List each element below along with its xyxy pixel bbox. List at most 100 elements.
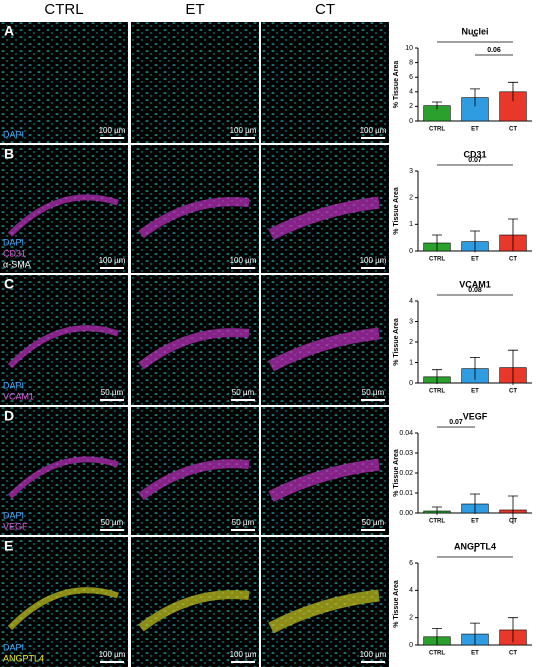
- x-tick-label: CT: [509, 651, 517, 657]
- scale-bar-label: 50 µm: [232, 518, 255, 527]
- chart-title: ANGPTL4: [454, 541, 496, 551]
- stain-label: DAPI: [3, 237, 24, 247]
- stain-label: CD31: [3, 248, 26, 258]
- scale-bar-label: 50 µm: [101, 388, 124, 397]
- error-bar: [508, 218, 518, 251]
- scale-bar-label: 100 µm: [230, 650, 257, 659]
- error-bar: [470, 230, 480, 253]
- tissue-stain: [268, 589, 380, 634]
- y-tick-label: 4: [409, 298, 413, 305]
- error-bar: [432, 234, 442, 251]
- y-axis-label: % Tissue Area: [393, 187, 400, 235]
- error-bar: [470, 88, 480, 107]
- y-tick-label: 4: [409, 89, 413, 96]
- tissue-stain: [138, 590, 250, 632]
- micrograph: [131, 22, 259, 143]
- chart-title: VCAM1: [459, 279, 491, 289]
- panel-letter: B: [4, 146, 14, 162]
- stain-label: DAPI: [3, 642, 24, 652]
- y-tick-label: 0.03: [399, 450, 413, 457]
- error-bar: [508, 349, 518, 386]
- stain-label: VEGF: [3, 521, 28, 531]
- error-bar: [470, 493, 480, 514]
- scale-bar-label: 100 µm: [99, 256, 126, 265]
- tissue-stain: [138, 328, 250, 370]
- micrograph: [0, 275, 128, 405]
- stain-label: ANGPTL4: [3, 653, 44, 663]
- x-tick-label: CT: [509, 389, 517, 395]
- stain-label: DAPI: [3, 510, 24, 520]
- bar: [499, 91, 527, 122]
- error-bar: [432, 506, 442, 515]
- tissue-stain: [138, 197, 250, 239]
- y-tick-label: 0: [409, 248, 413, 255]
- tissue-stain: [7, 587, 119, 631]
- x-tick-label: ET: [471, 651, 479, 657]
- stain-label: DAPI: [3, 380, 24, 390]
- micrograph: [0, 22, 128, 143]
- y-tick-label: 10: [405, 45, 413, 52]
- tissue-stain: [7, 456, 119, 499]
- y-tick-label: 2: [409, 339, 413, 346]
- panel-letter: A: [4, 23, 14, 39]
- x-tick-label: ET: [471, 389, 479, 395]
- y-tick-label: 0: [409, 380, 413, 387]
- y-tick-label: 8: [409, 59, 413, 66]
- y-tick-label: 4: [409, 587, 413, 594]
- y-tick-label: 2: [409, 615, 413, 622]
- y-tick-label: 0.01: [399, 490, 413, 497]
- stain-label: VCAM1: [3, 391, 34, 401]
- y-tick-label: 0.04: [399, 430, 413, 437]
- chart-title: CD31: [463, 149, 486, 159]
- x-tick-label: CT: [509, 519, 517, 525]
- panel-letter: D: [4, 408, 14, 424]
- x-tick-label: CTRL: [429, 257, 445, 263]
- scale-bar-label: 100 µm: [360, 650, 387, 659]
- tissue-stain: [268, 196, 380, 240]
- micrograph: [0, 407, 128, 535]
- significance-label: 0.08: [468, 287, 482, 294]
- scale-bar-label: 100 µm: [99, 126, 126, 135]
- y-tick-label: 3: [409, 168, 413, 175]
- y-tick-label: 2: [409, 195, 413, 202]
- column-header: CT: [315, 1, 335, 18]
- error-bar: [470, 356, 480, 380]
- y-tick-label: 1: [409, 221, 413, 228]
- scale-bar-label: 50 µm: [232, 388, 255, 397]
- x-tick-label: CTRL: [429, 519, 445, 525]
- y-tick-label: 6: [409, 560, 413, 567]
- y-tick-label: 0.02: [399, 470, 413, 477]
- error-bar: [508, 617, 518, 643]
- scale-bar-label: 100 µm: [99, 650, 126, 659]
- x-tick-label: CT: [509, 257, 517, 263]
- significance-label: 0.07: [468, 157, 482, 164]
- micrograph: [261, 22, 389, 143]
- column-header: CTRL: [44, 1, 83, 18]
- error-bar: [508, 495, 518, 524]
- y-tick-label: 1: [409, 359, 413, 366]
- y-axis-label: % Tissue Area: [393, 61, 400, 109]
- x-tick-label: ET: [471, 257, 479, 263]
- y-tick-label: 0: [409, 642, 413, 649]
- panel-letter: E: [4, 538, 13, 554]
- x-tick-label: CT: [509, 127, 517, 133]
- scale-bar-label: 100 µm: [360, 126, 387, 135]
- y-tick-label: 0.00: [399, 510, 413, 517]
- micrograph: [0, 537, 128, 667]
- scale-bar-label: 100 µm: [360, 256, 387, 265]
- x-tick-label: ET: [471, 519, 479, 525]
- x-tick-label: CTRL: [429, 389, 445, 395]
- y-axis-label: % Tissue Area: [393, 580, 400, 628]
- y-tick-label: 6: [409, 74, 413, 81]
- scale-bar-label: 50 µm: [362, 518, 385, 527]
- error-bar: [470, 622, 480, 645]
- x-tick-label: CTRL: [429, 127, 445, 133]
- y-tick-label: 0: [409, 118, 413, 125]
- scale-bar-label: 50 µm: [101, 518, 124, 527]
- panel-letter: C: [4, 276, 14, 292]
- error-bar: [432, 628, 442, 645]
- tissue-stain: [268, 458, 380, 502]
- significance-label: 0.07: [449, 419, 463, 426]
- micrograph: [0, 145, 128, 273]
